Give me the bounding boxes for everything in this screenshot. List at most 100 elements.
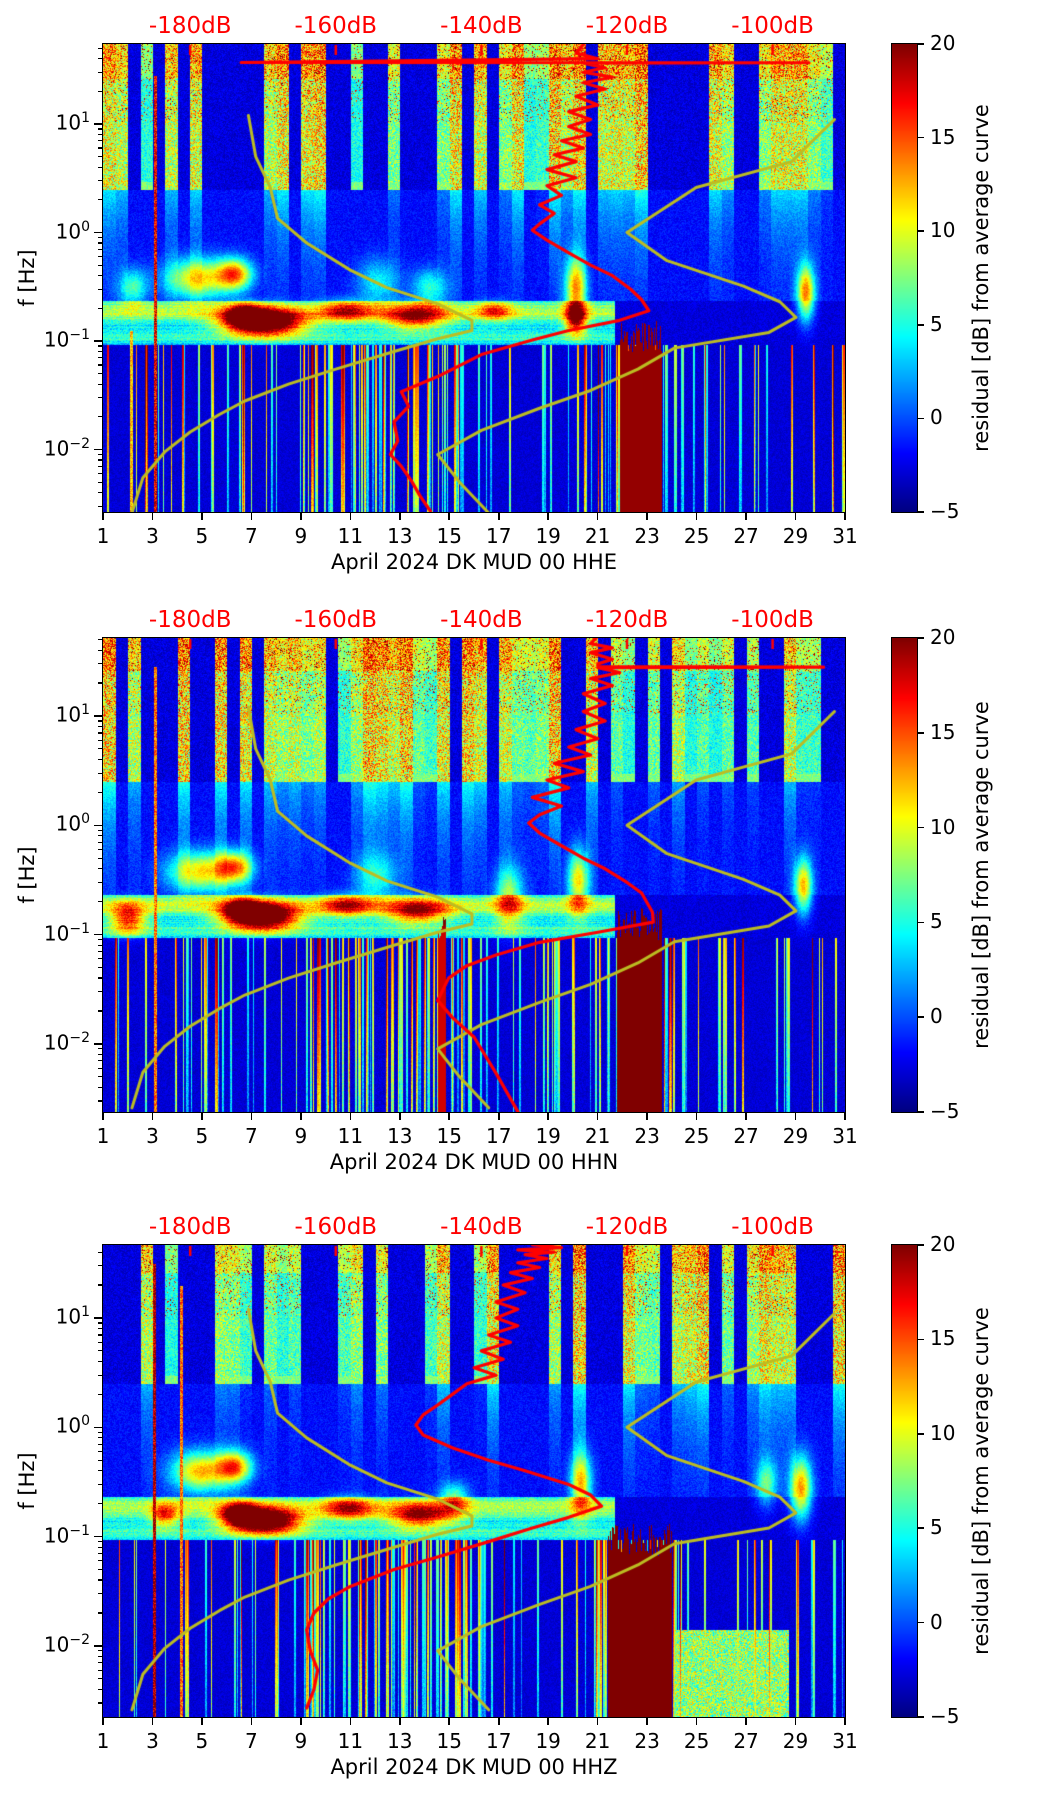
colorbar-tick-label: 15 (930, 124, 956, 149)
y-minor-tick-mark (97, 1076, 102, 1078)
x-tick-label: 1 (96, 524, 110, 548)
y-minor-tick-mark (97, 1541, 102, 1543)
x-tick-mark (201, 1113, 203, 1120)
y-tick-mark (94, 123, 102, 125)
y-tick-mark (94, 933, 102, 936)
y-minor-tick-mark (97, 939, 102, 941)
x-tick-label: 5 (195, 1729, 209, 1753)
colorbar-label-hhe: residual [dB] from average curve (969, 104, 993, 452)
y-axis-label-hhz: f [Hz] (15, 1452, 39, 1510)
x-tick-mark (794, 1718, 797, 1725)
x-tick-mark (349, 1113, 352, 1120)
x-tick-mark (250, 513, 253, 520)
y-tick-label: 10−1 (43, 1522, 90, 1548)
y-minor-tick-mark (97, 481, 102, 483)
y-tick-mark (94, 715, 102, 717)
x-tick-mark (448, 513, 451, 520)
y-minor-tick-mark (97, 416, 102, 418)
x-tick-mark (250, 1718, 253, 1725)
y-minor-tick-mark (97, 1655, 102, 1658)
x-tick-mark (695, 513, 698, 520)
y-tick-mark (94, 340, 102, 342)
y-minor-tick-mark (97, 1265, 102, 1267)
top-axis-db-label: -180dB (148, 1214, 232, 1240)
y-minor-tick-mark (97, 732, 102, 734)
colorbar-tick-mark (918, 417, 924, 420)
y-minor-tick-mark (97, 991, 102, 993)
x-tick-mark (300, 1113, 302, 1120)
y-minor-tick-mark (97, 1322, 102, 1324)
y-minor-tick-mark (97, 357, 102, 359)
x-tick-mark (695, 1113, 698, 1120)
y-minor-tick-mark (97, 1010, 102, 1012)
x-tick-label: 11 (337, 524, 364, 548)
x-tick-label: 29 (782, 1729, 809, 1753)
y-minor-tick-mark (97, 725, 102, 728)
x-tick-mark (646, 513, 648, 520)
x-tick-label: 29 (782, 1124, 809, 1148)
x-tick-mark (844, 1718, 846, 1725)
x-tick-label: 27 (733, 524, 759, 548)
x-tick-label: 13 (387, 1124, 413, 1148)
x-tick-mark (745, 1113, 747, 1120)
colorbar-label-hhn: residual [dB] from average curve (969, 701, 993, 1049)
x-tick-label: 5 (195, 524, 209, 548)
x-tick-mark (596, 1718, 599, 1725)
colorbar-tick-mark (918, 637, 924, 639)
y-tick-label: 100 (55, 1413, 90, 1438)
y-minor-tick-mark (97, 1612, 102, 1614)
x-tick-mark (547, 1718, 549, 1725)
x-tick-mark (399, 513, 401, 520)
x-tick-mark (448, 1718, 451, 1725)
y-minor-tick-mark (97, 397, 102, 399)
x-tick-label: 17 (485, 524, 512, 548)
y-minor-tick-mark (97, 1060, 102, 1062)
x-tick-mark (201, 513, 203, 520)
y-minor-tick-mark (97, 835, 102, 837)
y-minor-tick-mark (97, 682, 102, 684)
colorbar-tick-label: 10 (930, 814, 956, 839)
y-minor-tick-mark (97, 748, 102, 750)
x-tick-label: 13 (387, 1729, 413, 1753)
colorbar-label-hhz: residual [dB] from average curve (969, 1307, 993, 1655)
colorbar-tick-label: 20 (930, 31, 956, 55)
colorbar-tick-label: −5 (930, 499, 960, 523)
y-minor-tick-mark (97, 465, 102, 467)
y-minor-tick-mark (97, 264, 102, 266)
colorbar-canvas-hhe (892, 44, 917, 512)
colorbar-tick-label: 15 (930, 719, 956, 744)
colorbar-tick-label: 15 (930, 1326, 956, 1351)
y-minor-tick-mark (97, 1678, 102, 1680)
colorbar-tick-label: 5 (930, 1515, 943, 1540)
y-tick-label: 10−1 (43, 327, 90, 352)
y-minor-tick-mark (97, 248, 102, 250)
x-tick-label: 5 (195, 1124, 209, 1148)
y-minor-tick-mark (97, 901, 102, 903)
x-tick-label: 19 (535, 1729, 561, 1753)
y-minor-tick-mark (97, 383, 102, 385)
x-tick-mark (547, 513, 549, 520)
y-minor-tick-mark (97, 1053, 102, 1056)
y-tick-label: 101 (55, 110, 90, 135)
y-tick-label: 100 (55, 811, 90, 836)
x-tick-mark (399, 1718, 401, 1725)
x-tick-mark (794, 1113, 797, 1120)
colorbar-tick-mark (918, 43, 924, 45)
y-minor-tick-mark (97, 868, 102, 870)
top-axis-db-label: -120dB (585, 607, 669, 633)
colorbar-tick-mark (918, 1621, 924, 1624)
y-minor-tick-mark (97, 1443, 102, 1445)
y-minor-tick-mark (97, 1568, 102, 1571)
colorbar-tick-mark (918, 826, 924, 829)
y-minor-tick-mark (97, 881, 102, 884)
x-tick-label: 21 (584, 1124, 611, 1148)
top-axis-db-label: -120dB (585, 1214, 669, 1240)
y-axis-label-hhn: f [Hz] (15, 846, 39, 904)
x-tick-mark (102, 513, 104, 520)
y-minor-tick-mark (97, 1459, 102, 1461)
x-tick-mark (201, 1718, 203, 1725)
top-axis-db-label: -140dB (440, 607, 523, 633)
y-minor-tick-mark (97, 345, 102, 347)
x-tick-label: 17 (485, 1124, 512, 1148)
